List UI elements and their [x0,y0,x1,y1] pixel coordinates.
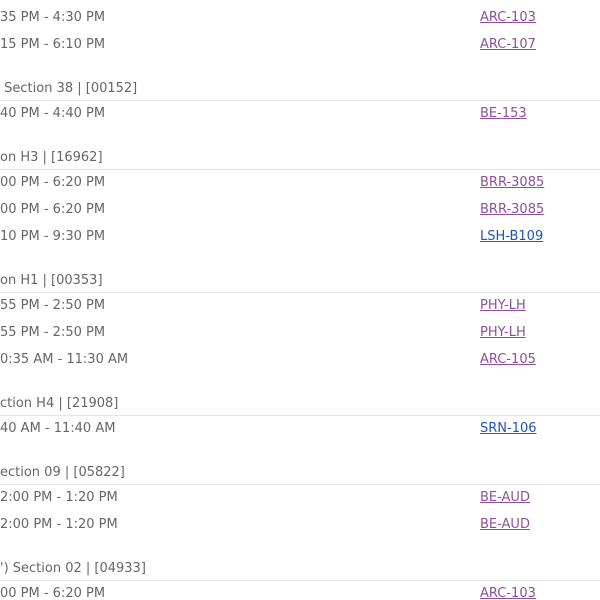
room-link[interactable]: BE-AUD [480,517,530,532]
meeting-time: 40 PM - 4:40 PM [0,106,106,121]
section-header: ection 09 | [05822] [0,465,125,480]
room-link[interactable]: BRR-3085 [480,202,545,217]
divider [0,292,600,293]
meeting-time: 2:00 PM - 1:20 PM [0,490,118,505]
meeting-time: 15 PM - 6:10 PM [0,37,106,52]
room-link[interactable]: ARC-105 [480,352,536,367]
meeting-time: 55 PM - 2:50 PM [0,325,106,340]
section-header: on H1 | [00353] [0,273,103,288]
room-link[interactable]: ARC-103 [480,10,536,25]
meeting-time: 0:35 AM - 11:30 AM [0,352,129,367]
room-link[interactable]: BE-AUD [480,490,530,505]
divider [0,100,600,101]
meeting-time: 2:00 PM - 1:20 PM [0,517,118,532]
meeting-time: 00 PM - 6:20 PM [0,175,106,190]
room-link[interactable]: BE-153 [480,106,527,121]
room-link[interactable]: SRN-106 [480,421,537,436]
section-header: ction H4 | [21908] [0,396,119,411]
meeting-time: 00 PM - 6:20 PM [0,586,106,600]
room-link[interactable]: BRR-3085 [480,175,545,190]
room-link[interactable]: ARC-103 [480,586,536,600]
divider [0,484,600,485]
divider [0,169,600,170]
room-link[interactable]: PHY-LH [480,298,526,313]
section-header: on H3 | [16962] [0,150,103,165]
meeting-time: 55 PM - 2:50 PM [0,298,106,313]
meeting-time: 35 PM - 4:30 PM [0,10,106,25]
meeting-time: 00 PM - 6:20 PM [0,202,106,217]
room-link[interactable]: PHY-LH [480,325,526,340]
section-header: ') Section 02 | [04933] [0,561,146,576]
room-link[interactable]: LSH-B109 [480,229,544,244]
section-header: Section 38 | [00152] [0,81,138,96]
divider [0,580,600,581]
divider [0,415,600,416]
room-link[interactable]: ARC-107 [480,37,536,52]
meeting-time: 40 AM - 11:40 AM [0,421,116,436]
meeting-time: 10 PM - 9:30 PM [0,229,106,244]
